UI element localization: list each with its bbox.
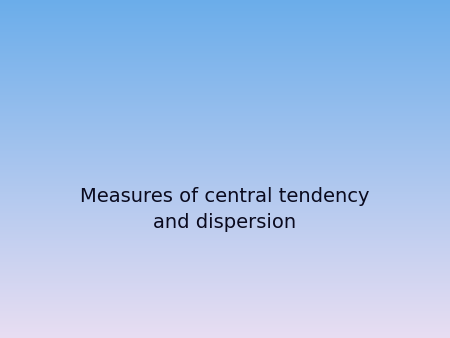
- Text: Measures of central tendency
and dispersion: Measures of central tendency and dispers…: [80, 187, 370, 232]
